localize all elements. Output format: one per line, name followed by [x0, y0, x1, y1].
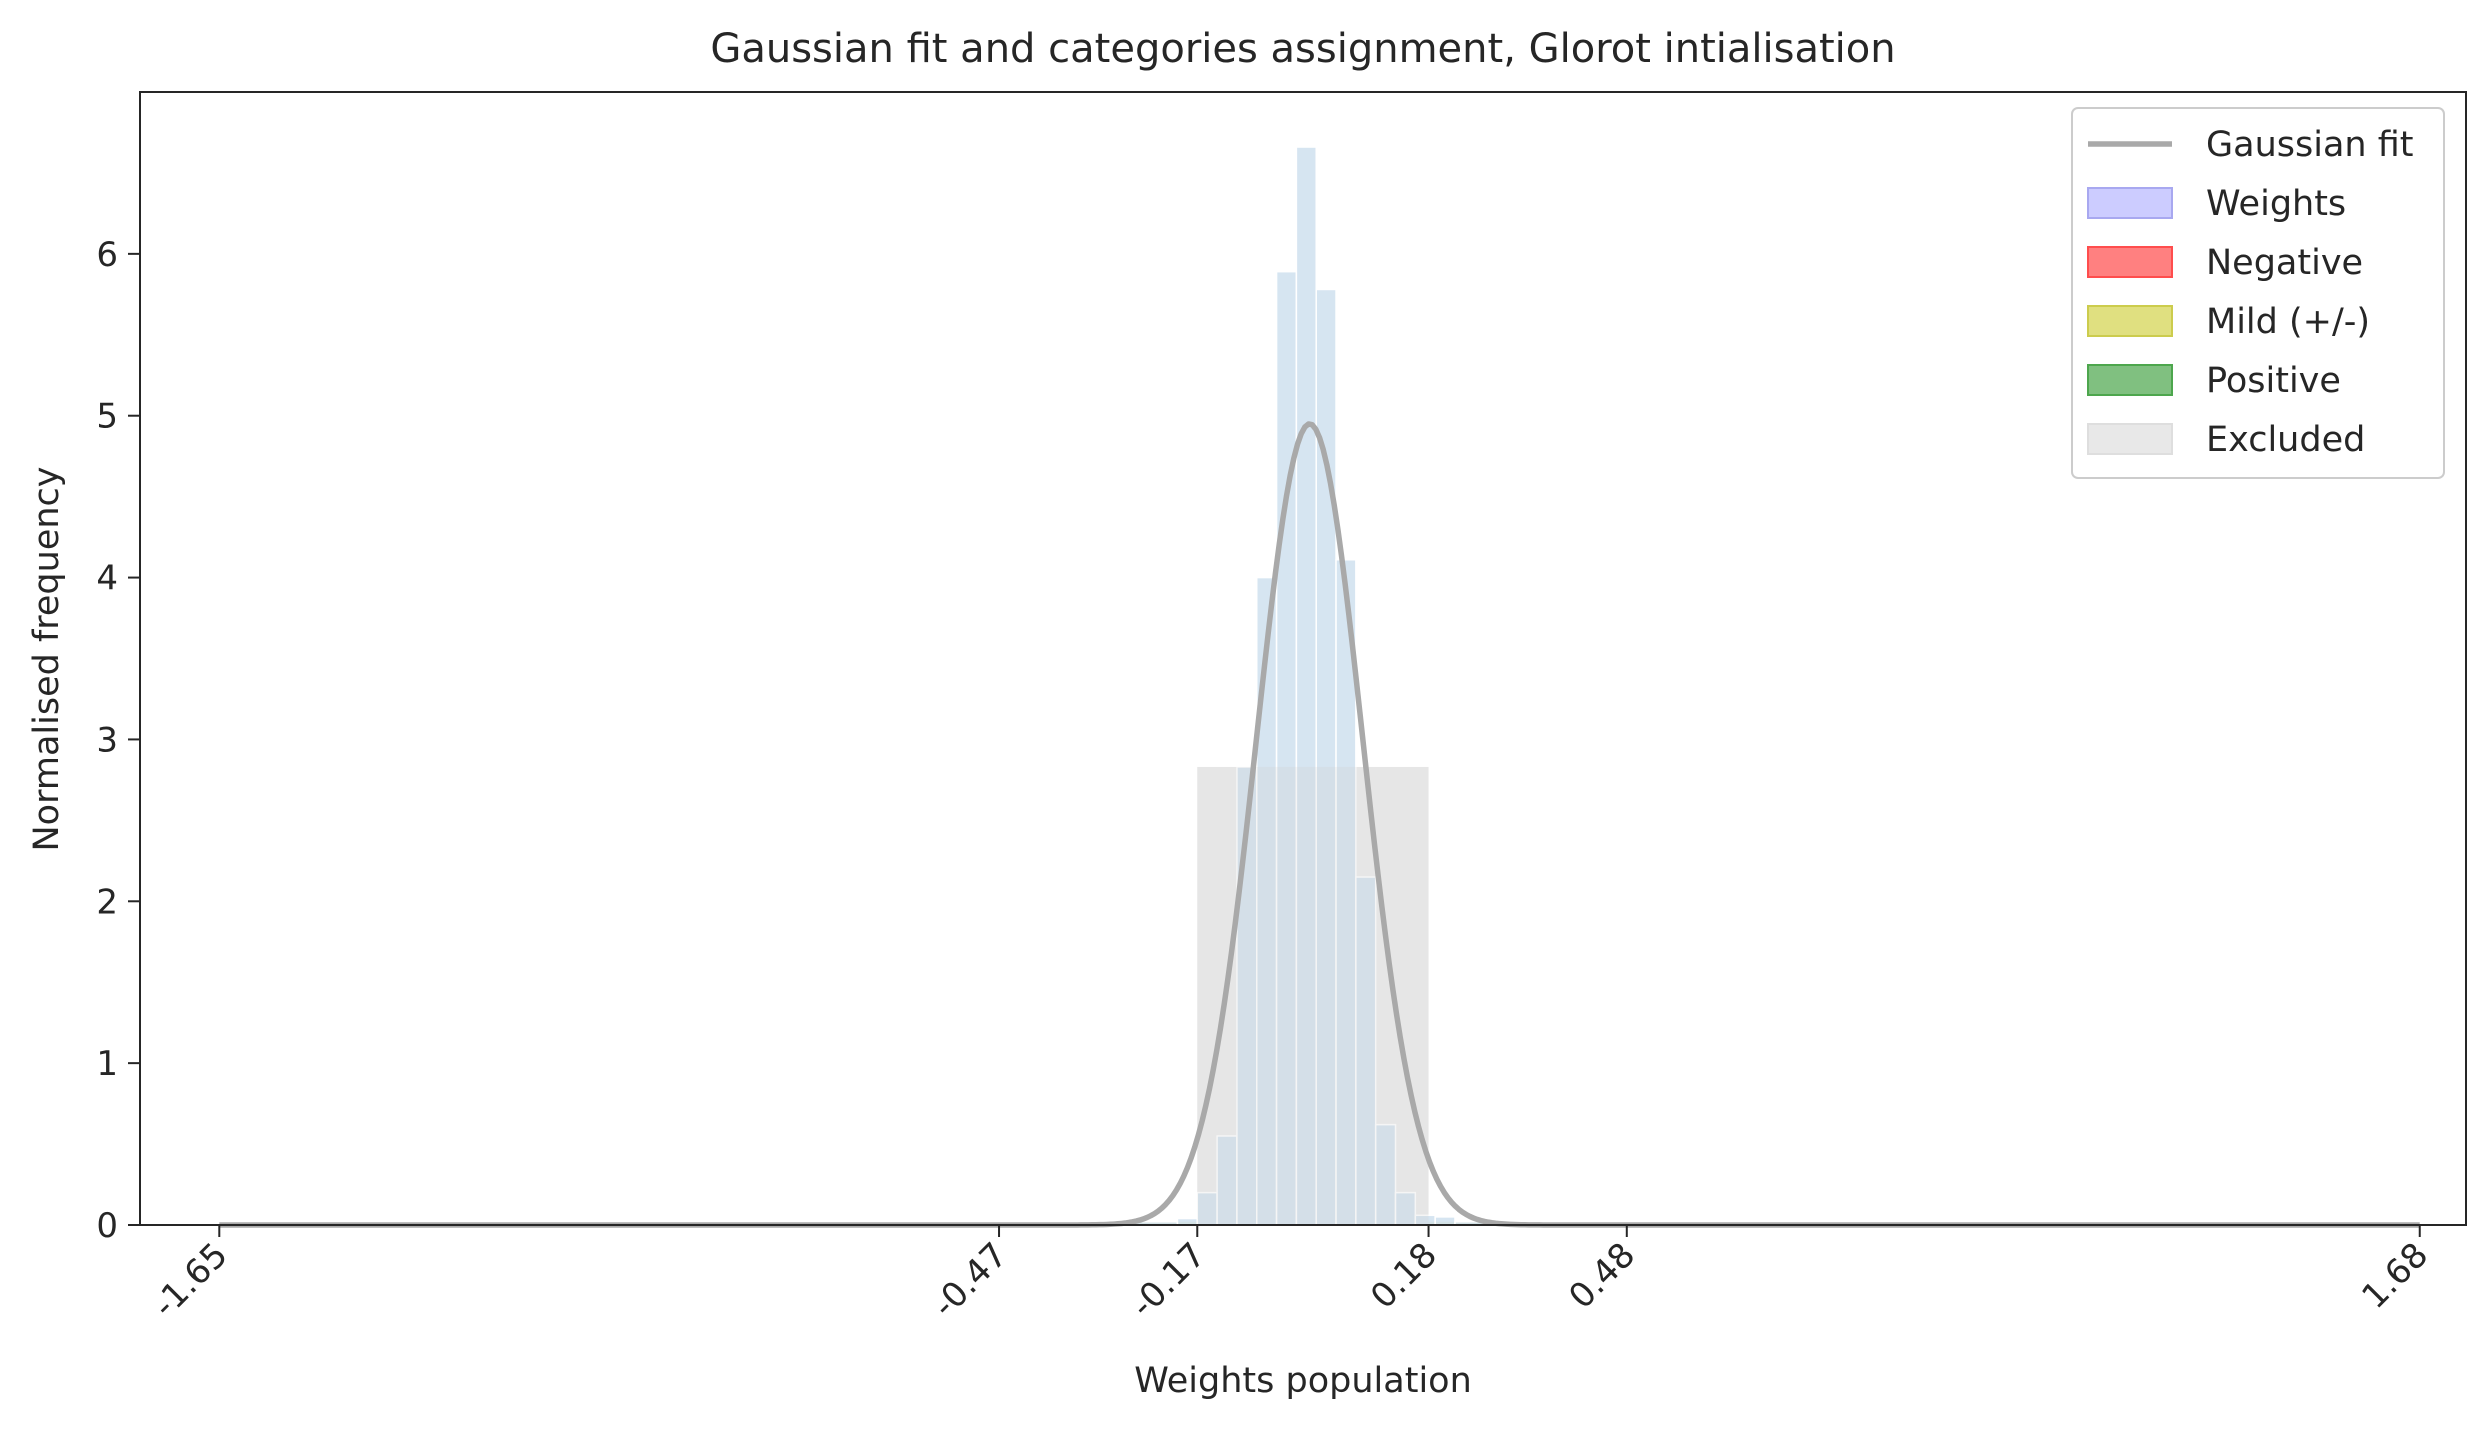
legend-swatch-5	[2087, 423, 2173, 455]
y-tick-label-3: 3	[96, 720, 118, 760]
plot-area	[219, 146, 2420, 1228]
x-axis-label: Weights population	[1134, 1361, 1472, 1401]
y-tick-label-2: 2	[96, 882, 118, 922]
chart-title: Gaussian fit and categories assignment, …	[710, 26, 1895, 72]
y-axis: 0 1 2 3 4 5 6	[96, 235, 140, 1246]
plot-frame	[139, 91, 2467, 1226]
y-tick-label-6: 6	[96, 235, 118, 275]
legend-label-5: Excluded	[2206, 420, 2365, 460]
legend-label-0: Gaussian fit	[2206, 125, 2413, 165]
legend-swatch-3	[2087, 305, 2173, 337]
y-tick-label-4: 4	[96, 559, 118, 599]
y-tick-label-0: 0	[96, 1206, 118, 1246]
legend-swatch-2	[2087, 246, 2173, 278]
y-tick-label-5: 5	[96, 397, 118, 437]
excluded-overlay-0	[1197, 766, 1429, 1225]
y-axis-label: Normalised frequency	[27, 466, 67, 851]
y-tick-label-1: 1	[96, 1044, 118, 1084]
legend-label-3: Mild (+/-)	[2206, 302, 2370, 342]
histogram-bar-14	[1434, 1216, 1456, 1226]
legend-label-1: Weights	[2206, 184, 2346, 224]
legend-swatch-1	[2087, 187, 2173, 219]
legend-label-2: Negative	[2206, 243, 2363, 283]
legend-swatch-4	[2087, 364, 2173, 396]
legend: Gaussian fit Weights Negative Mild (+/-) Pos…	[2071, 107, 2445, 479]
legend-label-4: Positive	[2206, 361, 2341, 401]
